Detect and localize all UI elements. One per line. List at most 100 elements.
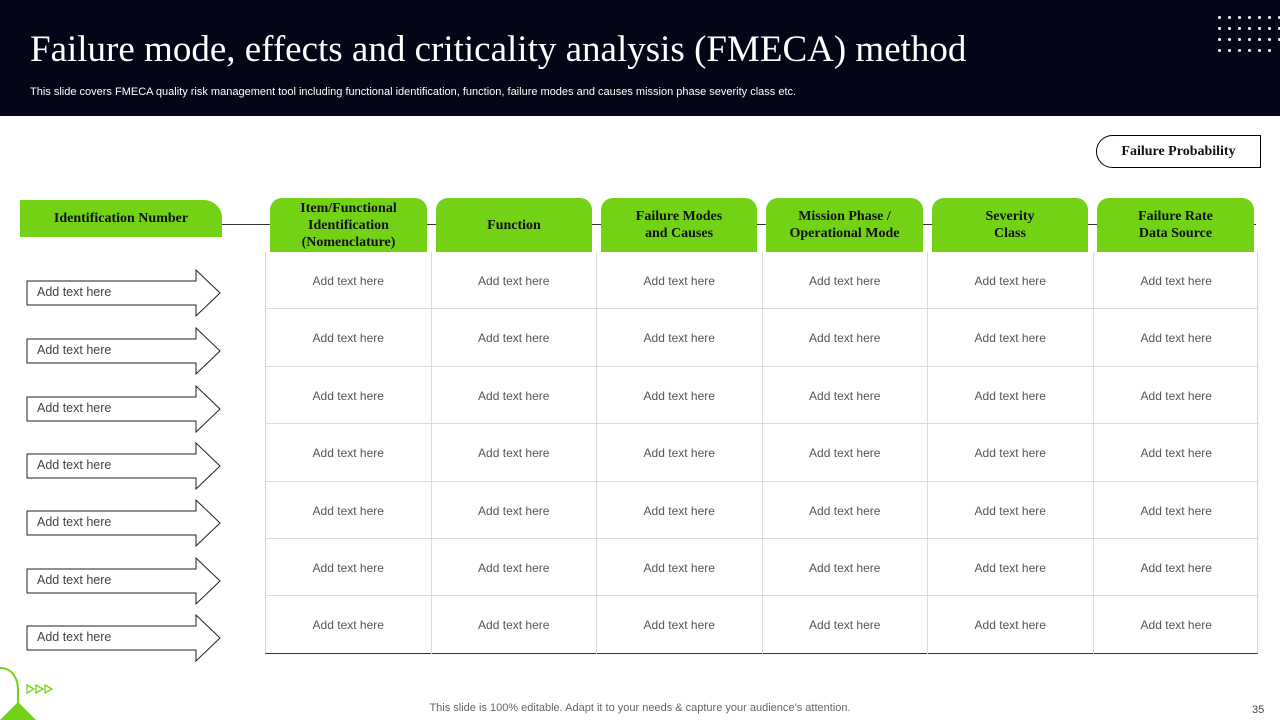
dot [1238, 38, 1241, 41]
table-cell[interactable]: Add text here [431, 366, 597, 425]
table-cell[interactable]: Add text here [431, 539, 597, 597]
arrow-shape-icon [26, 269, 221, 317]
table-cell[interactable]: Add text here [928, 366, 1094, 425]
table-cell[interactable]: Add text here [1093, 367, 1259, 425]
identification-number-header: Identification Number [20, 200, 222, 237]
dot [1228, 16, 1231, 19]
column-header-item-identification: Item/Functional Identification (Nomencla… [270, 198, 427, 252]
table-cell[interactable]: Add text here [1093, 309, 1259, 367]
corner-decoration-icon [0, 667, 36, 720]
table-cell[interactable]: Add text here [928, 539, 1094, 597]
arrow-shape-icon [26, 614, 221, 662]
row-label-arrow[interactable]: Add text here [26, 442, 222, 490]
table-cell[interactable]: Add text here [597, 252, 763, 310]
table-cell[interactable]: Add text here [928, 424, 1094, 482]
dot [1218, 27, 1221, 30]
column-header-label: Mission Phase / Operational Mode [789, 209, 900, 241]
failure-probability-label[interactable]: Failure Probability [1096, 135, 1261, 168]
row-label-arrow[interactable]: Add text here [26, 614, 222, 662]
column-header-label: Failure Modes and Causes [635, 209, 723, 241]
column-header-failure-rate: Failure Rate Data Source [1097, 198, 1254, 252]
dot [1258, 49, 1261, 52]
arrow-shape-icon [26, 442, 221, 490]
row-label-text: Add text here [37, 343, 112, 357]
play-triangles-icon [26, 684, 54, 694]
table-cell[interactable]: Add text here [597, 366, 763, 425]
row-label-arrow[interactable]: Add text here [26, 385, 222, 433]
row-label-text: Add text here [37, 285, 112, 299]
table-cell[interactable]: Add text here [1093, 252, 1259, 310]
table-cell[interactable]: Add text here [597, 424, 763, 482]
row-label-text: Add text here [37, 573, 112, 587]
footer-note: This slide is 100% editable. Adapt it to… [429, 702, 851, 714]
dot [1258, 16, 1261, 19]
dot [1238, 49, 1241, 52]
page-number: 35 [1252, 704, 1265, 716]
column-header-mission-phase: Mission Phase / Operational Mode [766, 198, 923, 252]
row-label-arrow[interactable]: Add text here [26, 499, 222, 547]
table-cell[interactable]: Add text here [928, 596, 1094, 654]
arrow-shape-icon [26, 499, 221, 547]
table-cell[interactable]: Add text here [762, 424, 928, 482]
row-label-text: Add text here [37, 401, 112, 415]
column-header-label: Failure Rate Data Source [1138, 209, 1213, 241]
column-header-label: Item/Functional Identification (Nomencla… [300, 200, 397, 250]
table-cell[interactable]: Add text here [1093, 539, 1259, 597]
arrow-shape-icon [26, 385, 221, 433]
column-header-label: Function [487, 217, 541, 233]
row-label-text: Add text here [37, 630, 112, 644]
dot [1218, 49, 1221, 52]
table-cell[interactable]: Add text here [266, 366, 432, 425]
dot [1278, 38, 1280, 41]
table-cell[interactable]: Add text here [762, 366, 928, 425]
column-header-severity-class: Severity Class [932, 198, 1088, 252]
table-cell[interactable]: Add text here [432, 596, 597, 654]
column-header-function: Function [436, 198, 592, 252]
table-cell[interactable]: Add text here [266, 309, 432, 367]
dot [1218, 38, 1221, 41]
dot [1238, 16, 1241, 19]
table-cell[interactable]: Add text here [431, 424, 597, 482]
table-cell[interactable]: Add text here [431, 481, 597, 539]
table-cell[interactable]: Add text here [431, 309, 597, 367]
table-cell[interactable]: Add text here [763, 596, 928, 654]
table-cell[interactable]: Add text here [928, 309, 1094, 367]
table-cell[interactable]: Add text here [928, 252, 1094, 310]
dot [1268, 38, 1271, 41]
table-cell[interactable]: Add text here [762, 481, 928, 539]
dot [1268, 16, 1271, 19]
table-cell[interactable]: Add text here [266, 252, 432, 310]
row-label-arrow[interactable]: Add text here [26, 269, 222, 317]
table-cell[interactable]: Add text here [1093, 482, 1259, 539]
row-label-arrow[interactable]: Add text here [26, 327, 222, 375]
arrow-shape-icon [26, 557, 221, 605]
table-cell[interactable]: Add text here [1093, 424, 1259, 482]
row-label-text: Add text here [37, 515, 112, 529]
dot [1238, 27, 1241, 30]
dot [1248, 16, 1251, 19]
dot [1278, 27, 1280, 30]
table-cell[interactable]: Add text here [431, 252, 597, 310]
table-cell[interactable]: Add text here [266, 481, 432, 539]
table-cell[interactable]: Add text here [597, 481, 763, 539]
table-cell[interactable]: Add text here [597, 539, 763, 597]
table-cell[interactable]: Add text here [266, 539, 432, 597]
table-cell[interactable]: Add text here [762, 252, 928, 310]
dot [1248, 38, 1251, 41]
dot [1278, 16, 1280, 19]
table-cell[interactable]: Add text here [597, 596, 763, 654]
row-label-text: Add text here [37, 458, 112, 472]
table-cell[interactable]: Add text here [597, 309, 763, 367]
table-cell[interactable]: Add text here [762, 309, 928, 367]
column-header-label: Severity Class [985, 209, 1035, 241]
table-cell[interactable]: Add text here [266, 596, 432, 654]
table-cell[interactable]: Add text here [266, 424, 432, 482]
table-cell[interactable]: Add text here [762, 539, 928, 597]
row-label-arrow[interactable]: Add text here [26, 557, 222, 605]
table-cell[interactable]: Add text here [1140, 618, 1212, 633]
page-subtitle: This slide covers FMECA quality risk man… [30, 86, 797, 98]
dot [1258, 27, 1261, 30]
table-cell[interactable]: Add text here [928, 481, 1094, 539]
column-header-failure-modes: Failure Modes and Causes [601, 198, 757, 252]
page-title: Failure mode, effects and criticality an… [30, 29, 967, 70]
